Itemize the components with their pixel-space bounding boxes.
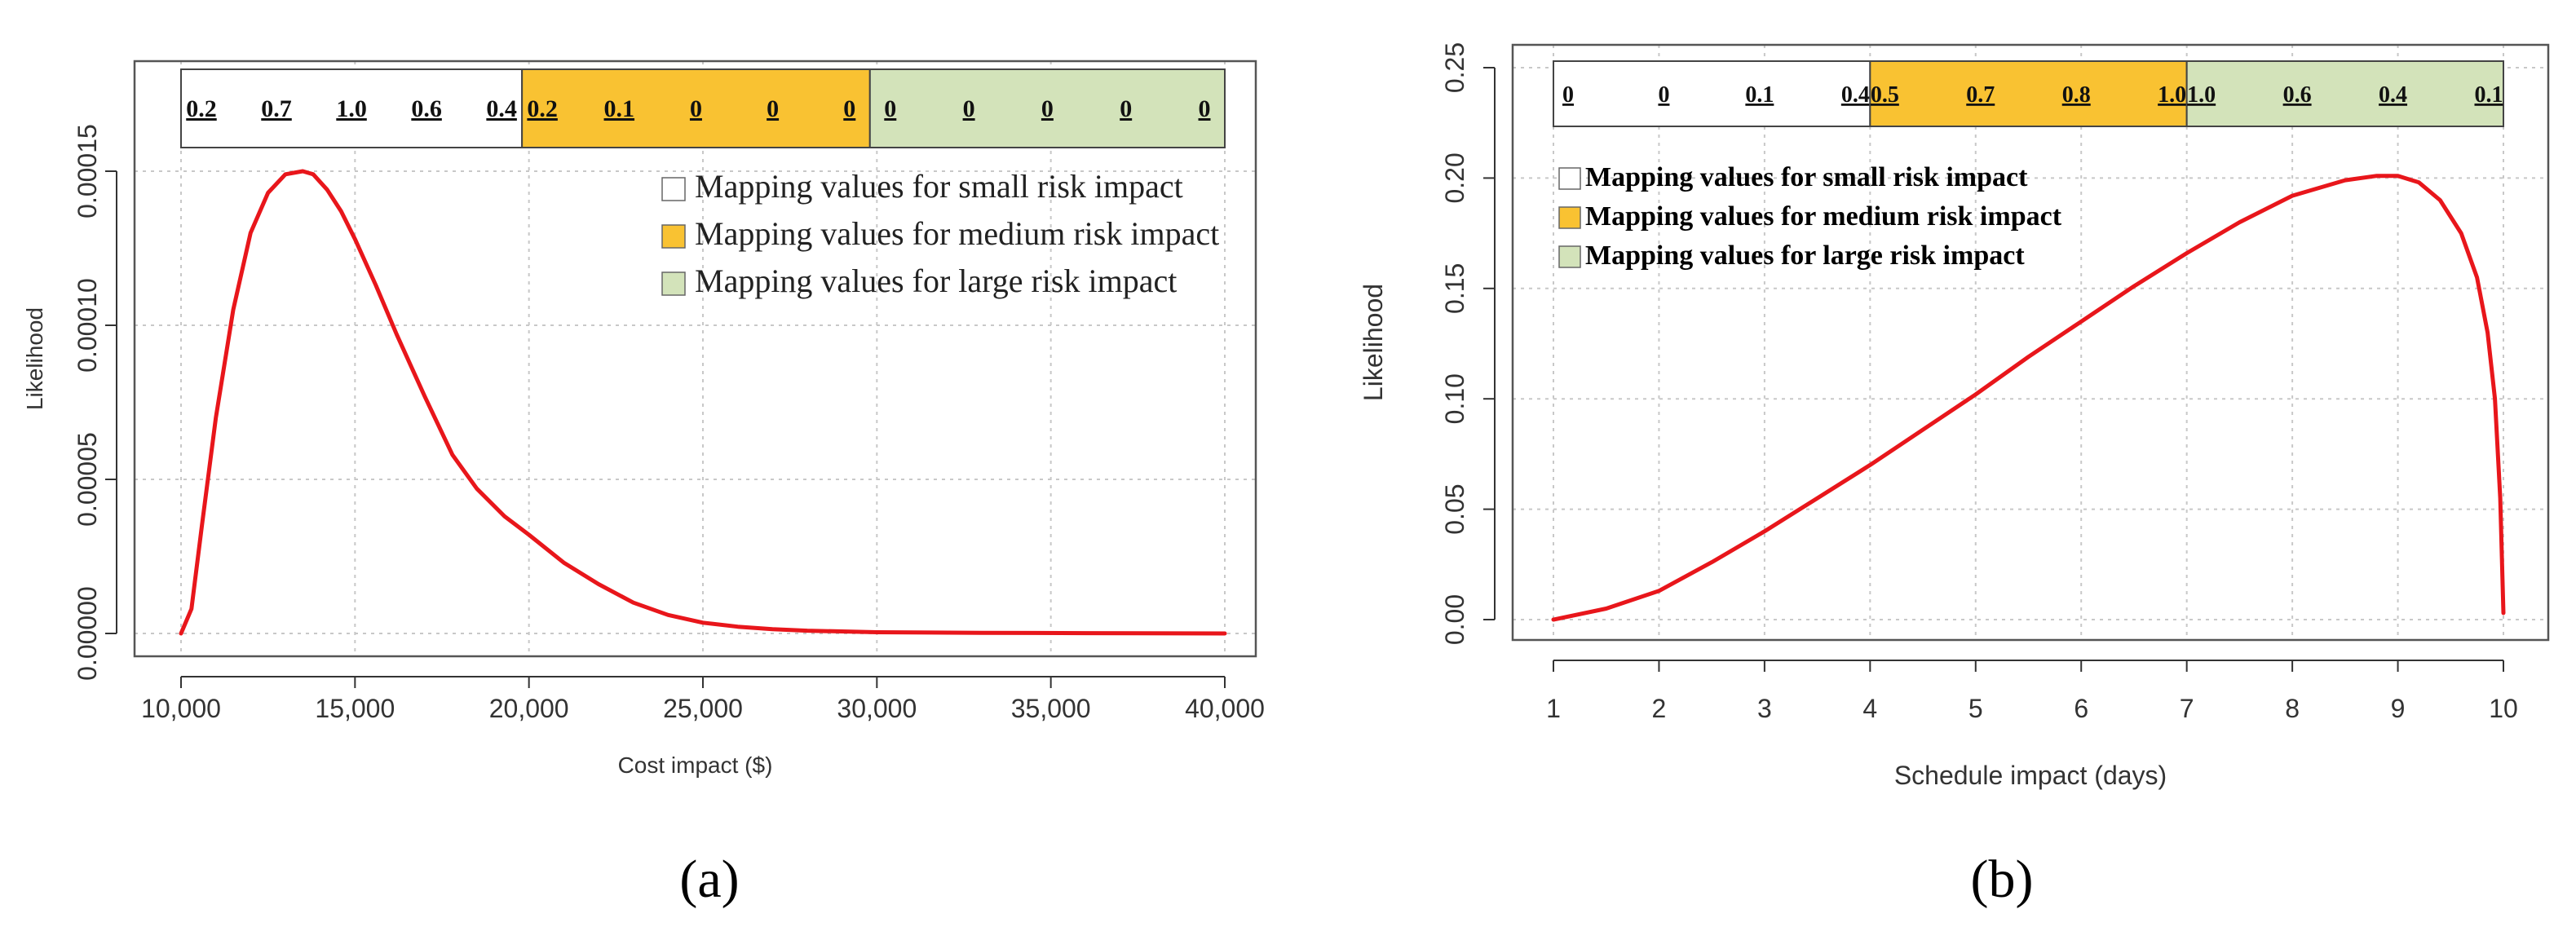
y-tick-label: 0.00	[1440, 594, 1469, 645]
mapping-segment-medium	[1869, 60, 2188, 127]
mapping-value: 1.0	[2187, 82, 2216, 108]
y-axis-label: Likelihood	[22, 307, 47, 410]
x-tick-label: 6	[2074, 694, 2088, 723]
mapping-segment-large	[868, 68, 1226, 148]
mapping-value: 0	[1562, 82, 1574, 108]
legend-swatch-medium	[661, 224, 686, 249]
x-axis-label: Schedule impact (days)	[1894, 761, 2167, 790]
legend-label-large: Mapping values for large risk impact	[695, 263, 1177, 299]
y-axis-label: Likelihood	[1359, 284, 1388, 401]
y-tick-label: 0.05	[1440, 483, 1469, 534]
mapping-value: 0	[1120, 95, 1132, 122]
x-tick-label: 25,000	[663, 694, 743, 723]
legend-swatch-medium	[1558, 206, 1581, 229]
legend-label-small: Mapping values for small risk impact	[695, 168, 1183, 205]
series-line-likelihood	[1551, 174, 2506, 622]
mapping-value: 0.1	[604, 95, 635, 122]
mapping-value: 0	[690, 95, 702, 122]
y-tick-label: 0.25	[1440, 42, 1469, 93]
mapping-value: 1.0	[336, 95, 367, 122]
legend-swatch-large	[661, 271, 686, 296]
panel-b-schedule-impact: 0 0 0.1 0.4 0.5 0.7 0.8 1.0 1.0 0.6 0.4 0.1Mapping …	[1359, 42, 2550, 909]
plot-frame	[1511, 43, 2550, 642]
mapping-value: 0.6	[411, 95, 442, 122]
plot-frame	[133, 60, 1257, 658]
x-tick-label: 20,000	[489, 694, 569, 723]
y-tick-label: 0.00005	[73, 432, 102, 527]
mapping-value: 0	[1041, 95, 1054, 122]
mapping-value: 0	[884, 95, 896, 122]
mapping-value: 0.7	[1966, 82, 1995, 108]
mapping-value: 0.7	[261, 95, 292, 122]
y-tick-label: 0.00010	[73, 278, 102, 373]
legend-swatch-large	[1558, 245, 1581, 268]
x-tick-label: 2	[1652, 694, 1667, 723]
x-tick-label: 30,000	[837, 694, 917, 723]
x-axis-label: Cost impact ($)	[618, 752, 773, 778]
x-tick-label: 4	[1862, 694, 1877, 723]
mapping-value: 0.5	[1871, 82, 1899, 108]
x-tick-label: 3	[1757, 694, 1772, 723]
mapping-value: 0	[843, 95, 855, 122]
legend-label-medium: Mapping values for medium risk impact	[1585, 201, 2062, 232]
mapping-value: 0	[1658, 82, 1669, 108]
legend-label-medium: Mapping values for medium risk impact	[695, 215, 1219, 252]
legend-swatch-small	[1558, 167, 1581, 190]
x-tick-label: 15,000	[315, 694, 395, 723]
mapping-value: 0.4	[1841, 82, 1870, 108]
y-tick-label: 0.00015	[73, 124, 102, 218]
mapping-value: 0.2	[186, 95, 217, 122]
x-tick-label: 9	[2391, 694, 2406, 723]
x-tick-label: 10	[2489, 694, 2518, 723]
mapping-segment-small	[1553, 60, 1871, 127]
legend-label-large: Mapping values for large risk impact	[1585, 241, 2025, 271]
mapping-value: 0.1	[1745, 82, 1774, 108]
x-tick-label: 7	[2180, 694, 2194, 723]
mapping-value: 0	[1199, 95, 1211, 122]
x-tick-label: 35,000	[1011, 694, 1091, 723]
y-tick-label: 0.20	[1440, 152, 1469, 203]
x-tick-label: 5	[1968, 694, 1983, 723]
panel-caption: (a)	[679, 850, 739, 909]
mapping-segment-small	[180, 68, 524, 148]
series-line-likelihood	[179, 169, 1227, 636]
mapping-value: 0.4	[2379, 82, 2407, 108]
mapping-value: 0	[963, 95, 975, 122]
mapping-value: 0.4	[486, 95, 517, 122]
mapping-value: 0.1	[2475, 82, 2503, 108]
x-tick-label: 1	[1546, 694, 1561, 723]
mapping-segment-large	[2185, 60, 2505, 127]
y-tick-label: 0.10	[1440, 373, 1469, 424]
y-tick-label: 0.00000	[73, 586, 102, 681]
panel-caption: (b)	[1971, 850, 2034, 909]
mapping-value: 1.0	[2158, 82, 2186, 108]
panel-a-cost-impact: 0.2 0.7 1.0 0.6 0.4 0.2 0.1 0 0 0 0 0 0 0 0 Mapping val…	[22, 60, 1265, 909]
x-tick-label: 40,000	[1185, 694, 1265, 723]
legend-label-small: Mapping values for small risk impact	[1585, 162, 2028, 192]
mapping-value: 0.6	[2283, 82, 2312, 108]
x-tick-label: 8	[2285, 694, 2300, 723]
mapping-value: 0.8	[2062, 82, 2091, 108]
legend-swatch-small	[661, 177, 686, 201]
mapping-value: 0	[767, 95, 779, 122]
mapping-value: 0.2	[527, 95, 558, 122]
x-tick-label: 10,000	[141, 694, 221, 723]
y-tick-label: 0.15	[1440, 263, 1469, 314]
